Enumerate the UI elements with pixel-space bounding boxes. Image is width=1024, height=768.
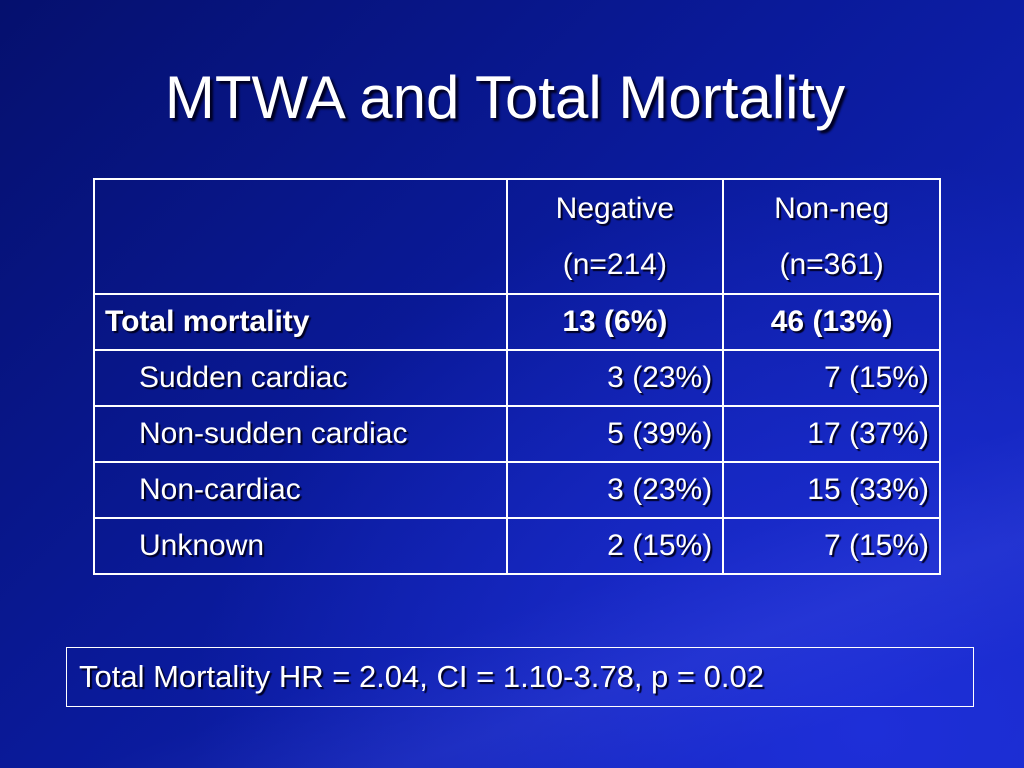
nonneg-header-count: (n=361) <box>779 247 884 281</box>
hazard-ratio-summary: Total Mortality HR = 2.04, CI = 1.10-3.7… <box>66 647 974 707</box>
empty-header-cell <box>93 178 508 295</box>
nonneg-value: 46 (13%) <box>722 293 941 351</box>
negative-value: 5 (39%) <box>505 405 725 463</box>
nonneg-value: 7 (15%) <box>722 349 941 407</box>
table-header-row: Negative (n=214) Non-neg (n=361) <box>93 178 941 295</box>
negative-value: 2 (15%) <box>505 517 725 575</box>
row-label-cell: Sudden cardiac <box>93 349 508 407</box>
negative-header-count: (n=214) <box>562 247 667 281</box>
nonneg-value: 7 (15%) <box>722 517 941 575</box>
nonneg-header-label: Non-neg <box>774 191 890 225</box>
negative-header-cell: Negative (n=214) <box>505 178 725 295</box>
nonneg-header-cell: Non-neg (n=361) <box>722 178 941 295</box>
row-label: Non-cardiac <box>139 473 301 506</box>
mortality-table: Negative (n=214) Non-neg (n=361) Total m… <box>93 178 941 575</box>
row-label-cell: Non-sudden cardiac <box>93 405 508 463</box>
table-row: Total mortality 13 (6%) 46 (13%) <box>93 293 941 351</box>
nonneg-value: 15 (33%) <box>722 461 941 519</box>
slide-title: MTWA and Total Mortality <box>164 64 846 131</box>
row-label: Non-sudden cardiac <box>139 417 408 450</box>
negative-value: 3 (23%) <box>505 349 725 407</box>
table-row: Sudden cardiac 3 (23%) 7 (15%) <box>93 349 941 407</box>
table-row: Non-sudden cardiac 5 (39%) 17 (37%) <box>93 405 941 463</box>
row-label: Total mortality <box>93 293 508 351</box>
table-row: Unknown 2 (15%) 7 (15%) <box>93 517 941 575</box>
row-label-cell: Non-cardiac <box>93 461 508 519</box>
negative-header-label: Negative <box>555 191 675 225</box>
row-label: Sudden cardiac <box>139 361 348 394</box>
negative-value: 3 (23%) <box>505 461 725 519</box>
negative-value: 13 (6%) <box>505 293 725 351</box>
row-label: Unknown <box>139 529 265 562</box>
row-label-cell: Unknown <box>93 517 508 575</box>
table-row: Non-cardiac 3 (23%) 15 (33%) <box>93 461 941 519</box>
nonneg-value: 17 (37%) <box>722 405 941 463</box>
